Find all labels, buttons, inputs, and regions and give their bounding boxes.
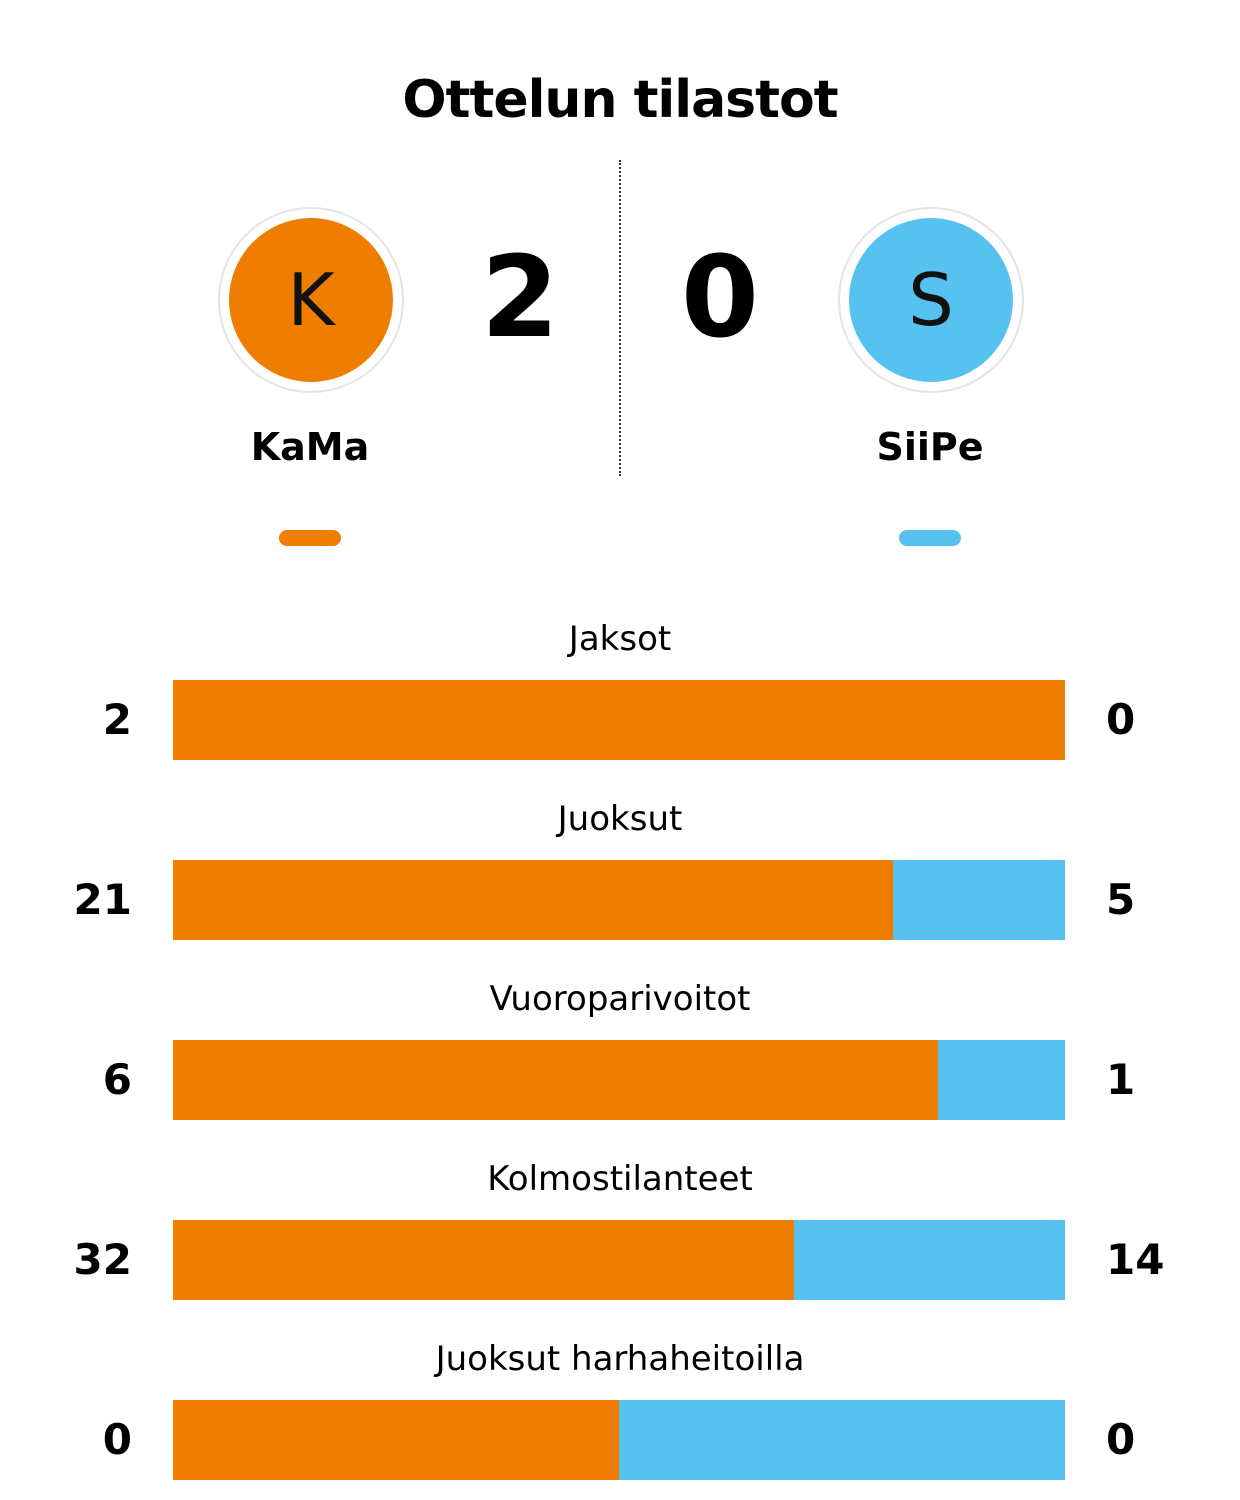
bar-segment-home — [173, 680, 1065, 760]
stat-label: Jaksot — [568, 619, 672, 659]
stat-value-away: 0 — [1106, 695, 1136, 744]
stat-value-home: 32 — [73, 1235, 132, 1284]
bar-segment-away — [893, 860, 1065, 940]
stat-value-away: 0 — [1106, 1415, 1136, 1464]
stat-bar — [173, 680, 1065, 760]
away-logo-ring: S — [840, 209, 1022, 391]
stat-bar — [173, 1400, 1065, 1480]
away-color-pill — [899, 530, 961, 546]
stat-value-home: 21 — [73, 875, 132, 924]
away-logo: S — [849, 218, 1013, 382]
stat-label: Kolmostilanteet — [487, 1159, 753, 1199]
stat-bar — [173, 1040, 1065, 1120]
bar-segment-away — [937, 1040, 1065, 1120]
stat-value-home: 0 — [102, 1415, 132, 1464]
center-divider — [619, 160, 621, 476]
stat-bar — [173, 1220, 1065, 1300]
bar-segment-home — [173, 1400, 619, 1480]
home-color-pill — [279, 530, 341, 546]
bar-segment-home — [173, 1040, 938, 1120]
stat-bar — [173, 860, 1065, 940]
home-team-name: KaMa — [250, 425, 370, 469]
page-title: Ottelun tilastot — [402, 70, 838, 130]
stat-value-home: 2 — [102, 695, 132, 744]
away-team-name: SiiPe — [876, 425, 984, 469]
stat-label: Vuoroparivoitot — [489, 979, 751, 1019]
stat-value-home: 6 — [102, 1055, 132, 1104]
away-score: 0 — [681, 233, 759, 363]
stat-value-away: 14 — [1106, 1235, 1165, 1284]
stat-label: Juoksut harhaheitoilla — [435, 1339, 805, 1379]
stat-label: Juoksut — [557, 799, 683, 839]
stat-value-away: 1 — [1106, 1055, 1136, 1104]
bar-segment-away — [619, 1400, 1065, 1480]
home-logo: K — [229, 218, 393, 382]
bar-segment-home — [173, 1220, 794, 1300]
home-score: 2 — [481, 233, 559, 363]
home-logo-ring: K — [220, 209, 402, 391]
stat-value-away: 5 — [1106, 875, 1136, 924]
bar-segment-home — [173, 860, 894, 940]
bar-segment-away — [793, 1220, 1065, 1300]
